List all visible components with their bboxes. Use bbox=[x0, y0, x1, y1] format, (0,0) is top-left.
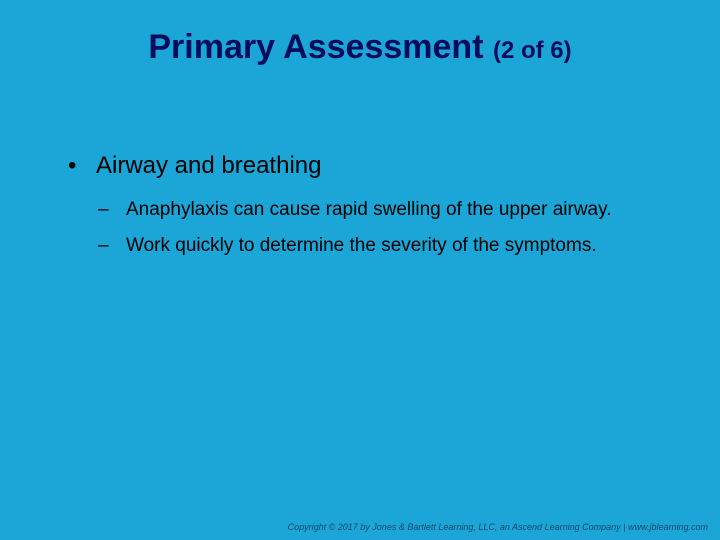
dash-icon: – bbox=[98, 197, 109, 223]
bullet-level1: • Airway and breathing bbox=[68, 150, 660, 181]
bullet-level2-text: Work quickly to determine the severity o… bbox=[126, 235, 597, 256]
bullet-level2-text: Anaphylaxis can cause rapid swelling of … bbox=[126, 199, 611, 220]
bullet-dot-icon: • bbox=[68, 150, 76, 181]
copyright-footer: Copyright © 2017 by Jones & Bartlett Lea… bbox=[288, 522, 708, 532]
bullet-level2: – Anaphylaxis can cause rapid swelling o… bbox=[98, 197, 660, 223]
dash-icon: – bbox=[98, 233, 109, 259]
slide-body: • Airway and breathing – Anaphylaxis can… bbox=[68, 150, 660, 268]
slide: Primary Assessment (2 of 6) • Airway and… bbox=[0, 0, 720, 540]
title-main-text: Primary Assessment bbox=[148, 28, 493, 66]
title-count-text: (2 of 6) bbox=[493, 37, 572, 64]
bullet-level1-text: Airway and breathing bbox=[96, 152, 321, 179]
bullet-level2: – Work quickly to determine the severity… bbox=[98, 233, 660, 259]
slide-title: Primary Assessment (2 of 6) bbox=[0, 28, 720, 67]
